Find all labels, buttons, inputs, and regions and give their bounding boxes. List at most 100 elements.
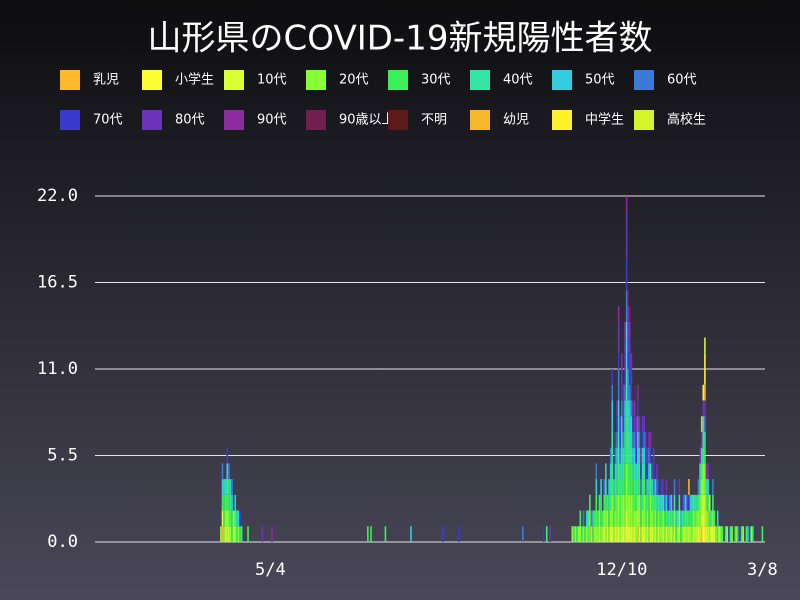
bar-segment	[645, 431, 647, 448]
bar-segment	[221, 479, 224, 495]
bar-segment	[665, 494, 668, 511]
bar-segment	[247, 526, 249, 542]
bar-segment	[590, 526, 593, 542]
bar-segment	[627, 526, 630, 542]
bar-segment	[581, 526, 583, 542]
bar-segment	[625, 416, 628, 464]
legend-swatch	[552, 110, 572, 130]
bar-segment	[646, 526, 649, 542]
bar-segment	[584, 526, 586, 542]
bar-segment	[672, 526, 674, 542]
bar-segment	[629, 463, 631, 495]
bar-segment	[614, 463, 617, 480]
bar-segment	[624, 494, 626, 527]
bar-segment	[635, 447, 638, 464]
bar-segment	[654, 479, 657, 495]
bar-segment	[234, 526, 237, 542]
bar-segment	[702, 526, 705, 542]
bar-segment	[638, 447, 641, 464]
bar-segment	[696, 510, 698, 527]
bar-segment	[595, 479, 598, 495]
bar-segment	[692, 494, 695, 511]
bar-segment	[627, 306, 630, 322]
bar-segment	[675, 510, 677, 527]
bar-segment	[702, 384, 705, 401]
bar-segment	[704, 416, 706, 432]
bar-segment	[635, 494, 638, 511]
bar-segment	[629, 321, 631, 338]
bar-segment	[707, 510, 709, 527]
bar-segment	[660, 494, 663, 511]
bar-segment	[627, 494, 630, 527]
legend-label: 40代	[503, 73, 533, 88]
bar-segment	[458, 526, 460, 542]
bar-segment	[226, 510, 229, 542]
bar-segment	[237, 510, 240, 527]
y-tick-label: 5.5	[47, 446, 78, 466]
bar-segment	[579, 526, 582, 542]
bar-segment	[608, 494, 610, 511]
bar-segment	[549, 526, 551, 542]
bar-segment	[696, 526, 698, 542]
bar-segment	[625, 211, 628, 259]
bar-segment	[603, 479, 606, 495]
bar-segment	[630, 526, 633, 542]
bar-segment	[229, 510, 232, 527]
bar-segment	[668, 494, 671, 511]
bar-segment	[702, 416, 705, 432]
bar-segment	[627, 369, 630, 401]
bar-segment	[652, 494, 655, 511]
bar-segment	[659, 510, 661, 527]
bar-segment	[237, 526, 240, 542]
bar-segment	[683, 494, 685, 511]
bar-segment	[542, 526, 545, 542]
bar-segment	[643, 463, 645, 480]
bar-segment	[699, 526, 701, 542]
bar-segment	[637, 526, 639, 542]
bar-segment	[652, 463, 655, 480]
bar-segment	[676, 526, 679, 542]
bar-segment	[699, 494, 701, 527]
bar-segment	[627, 290, 630, 307]
legend-swatch	[634, 70, 654, 90]
bar-segment	[629, 526, 631, 542]
bar-segment	[633, 479, 636, 511]
bar-segment	[656, 510, 658, 527]
bar-segment	[606, 494, 609, 511]
bar-segment	[660, 510, 663, 527]
bar-segment	[522, 526, 524, 542]
bar-segment	[228, 510, 230, 527]
bar-segment	[595, 463, 598, 480]
bar-segment	[660, 479, 663, 495]
bar-segment	[609, 479, 612, 495]
bar-segment	[664, 510, 666, 527]
bar-segment	[595, 526, 598, 542]
bar-segment	[648, 447, 650, 464]
bar-segment	[681, 526, 684, 542]
bar-segment	[683, 526, 685, 542]
bar-segment	[630, 384, 633, 401]
bar-segment	[617, 369, 620, 401]
bar-segment	[678, 479, 681, 495]
bar-segment	[627, 431, 630, 464]
legend-swatch	[470, 70, 490, 90]
bar-segment	[221, 494, 224, 511]
bar-segment	[633, 447, 636, 464]
bar-segment	[611, 369, 614, 385]
bar-segment	[651, 463, 653, 480]
bar-segment	[609, 526, 612, 542]
bar-segment	[600, 494, 602, 511]
bar-segment	[704, 447, 706, 464]
bar-segment	[654, 510, 657, 527]
bar-segment	[646, 479, 649, 495]
bar-segment	[573, 526, 575, 542]
bar-segment	[705, 479, 708, 495]
bar-segment	[234, 494, 237, 511]
bar-segment	[224, 479, 227, 495]
bar-segment	[622, 431, 625, 448]
bar-segment	[670, 526, 673, 542]
legend-swatch	[306, 70, 326, 90]
bar-segment	[683, 510, 685, 527]
bar-segment	[697, 494, 700, 511]
bar-segment	[637, 416, 639, 432]
